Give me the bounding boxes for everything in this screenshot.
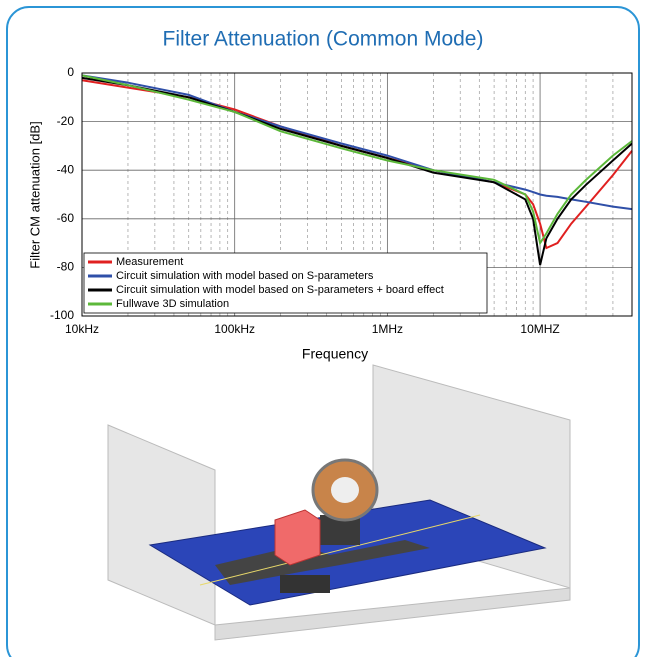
legend-label: Fullwave 3D simulation [116,298,229,310]
chart-title: Filter Attenuation (Common Mode) [163,28,484,51]
legend-label: Measurement [116,256,183,268]
y-tick-label: -20 [57,114,75,128]
y-tick-label: -80 [57,260,75,274]
y-tick-label: -40 [57,162,75,176]
y-tick-label: 0 [67,65,74,79]
x-axis-label: Frequency [302,346,368,362]
x-tick-label: 100kHz [214,322,255,336]
y-tick-label: -100 [50,308,74,322]
x-tick-label: 10kHz [65,322,99,336]
x-tick-label: 10MHZ [520,322,559,336]
series-line [81,79,633,250]
model-illustration [107,364,571,641]
y-axis-label: Filter CM attenuation [dB] [27,121,42,268]
legend-box [83,252,488,314]
legend-label: Circuit simulation with model based on S… [116,270,374,282]
plot-frame [81,72,633,317]
legend-label: Circuit simulation with model based on S… [116,284,444,296]
x-tick-label: 1MHz [372,322,403,336]
y-tick-label: -60 [57,211,75,225]
series-line [81,74,633,246]
